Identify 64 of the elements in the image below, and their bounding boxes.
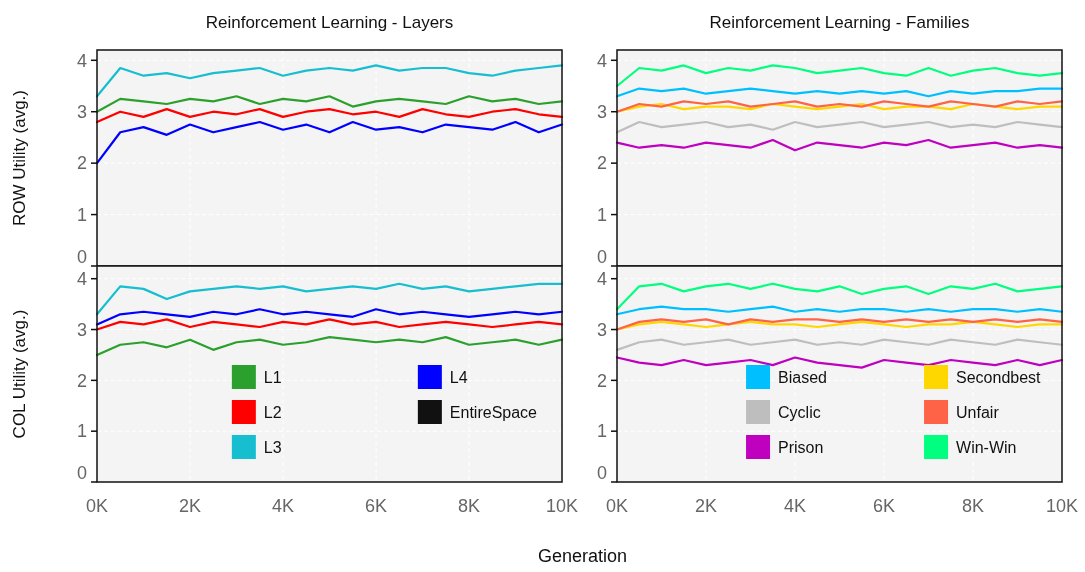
y-tick-label: 2 [76, 153, 87, 174]
line-series [615, 87, 1064, 98]
y-tick-label: 4 [596, 50, 607, 71]
y-tick-label: 3 [596, 319, 607, 340]
legend-label: Win-Win [956, 439, 1017, 456]
legend-label: L4 [449, 369, 468, 386]
legend-label: Secondbest [956, 369, 1042, 386]
y-tick-label: 0 [596, 463, 607, 484]
legend-label: L2 [263, 404, 282, 421]
y-tick-label: 2 [596, 370, 607, 391]
chart-title: Reinforcement Learning - Families [709, 13, 970, 32]
y-tick-label: 3 [596, 102, 607, 123]
y-tick-label: 2 [596, 153, 607, 174]
x-tick-label: 8K [961, 496, 985, 516]
y-tick-label: 1 [596, 204, 607, 225]
x-tick-label: 2K [178, 496, 202, 516]
line-series [615, 356, 1064, 369]
line-series [615, 120, 1064, 134]
line-series [615, 64, 1064, 88]
y-tick-label: 1 [76, 421, 87, 442]
y-axis-title: COL Utility (avg.) [10, 309, 29, 439]
y-tick-label: 1 [596, 421, 607, 442]
line-series [615, 338, 1064, 351]
y-tick-label: 0 [76, 463, 87, 484]
legend-label: L1 [263, 369, 282, 386]
x-tick-label: 4K [783, 496, 807, 516]
line-series [95, 318, 564, 331]
x-tick-label: 2K [694, 496, 718, 516]
x-axis-title: Generation [537, 546, 628, 566]
legend-label: Cyclic [778, 404, 821, 421]
line-series [615, 282, 1064, 311]
x-tick-label: 8K [457, 496, 481, 516]
y-tick-label: 0 [76, 247, 87, 268]
legend-label: Unfair [956, 404, 1000, 421]
chart-title: Reinforcement Learning - Layers [205, 13, 454, 32]
legend-label: EntireSpace [449, 404, 538, 421]
x-tick-label: 0K [85, 496, 109, 516]
line-series [95, 64, 564, 98]
y-tick-label: 1 [76, 204, 87, 225]
x-tick-label: 6K [364, 496, 388, 516]
y-tick-label: 2 [76, 370, 87, 391]
line-series [95, 282, 564, 316]
x-tick-label: 0K [605, 496, 629, 516]
y-tick-label: 4 [76, 269, 87, 290]
line-series [95, 108, 564, 124]
y-axis-title: ROW Utility (avg.) [10, 90, 29, 226]
x-tick-label: 10K [545, 496, 579, 516]
y-tick-label: 3 [76, 102, 87, 123]
line-series [95, 120, 564, 165]
y-tick-label: 4 [596, 269, 607, 290]
legend-label: Prison [778, 439, 824, 456]
line-series [95, 308, 564, 326]
x-tick-label: 10K [1045, 496, 1079, 516]
x-tick-label: 4K [271, 496, 295, 516]
line-series [95, 336, 564, 357]
y-tick-label: 0 [596, 247, 607, 268]
legend-label: L3 [263, 439, 282, 456]
y-tick-label: 4 [76, 50, 87, 71]
legend-label: Biased [778, 369, 827, 386]
x-tick-label: 6K [872, 496, 896, 516]
line-series [615, 138, 1064, 152]
line-series [615, 305, 1064, 316]
y-tick-label: 3 [76, 319, 87, 340]
line-series [95, 95, 564, 113]
